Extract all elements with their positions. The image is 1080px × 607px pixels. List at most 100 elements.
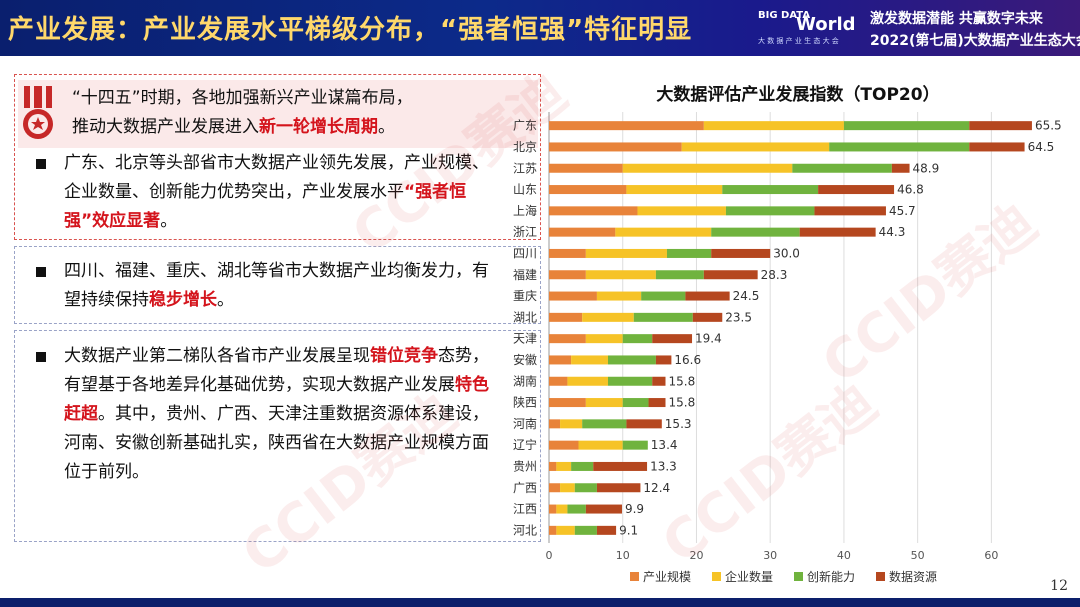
bar-segment [792, 163, 892, 173]
bar-segment [556, 461, 572, 471]
bar-segment [799, 227, 876, 237]
bullet-2-a: 四川、福建、重庆、湖北等省市大数据产业均衡发力，有望持续保持 [64, 261, 489, 310]
bar-segment [585, 504, 622, 514]
bar-segment [655, 270, 704, 280]
bigdata-world-logo: BIG DATA World 大 数 据 产 业 生 态 大 会 [758, 10, 858, 46]
bar-segment [622, 334, 653, 344]
bullet-2 [36, 267, 46, 277]
bar-segment [652, 334, 693, 344]
bar-segment [582, 419, 627, 429]
page-number: 12 [1050, 578, 1068, 594]
category-label: 江苏 [513, 161, 537, 175]
bar-segment [626, 185, 723, 195]
data-label: 48.9 [913, 161, 940, 175]
bullet-3-emph-1: 错位竞争 [370, 346, 438, 366]
bar-segment [549, 461, 557, 471]
bar-segment [549, 483, 561, 493]
bullet-1 [36, 159, 46, 169]
header-banner: 产业发展：产业发展水平梯级分布，“强者恒强”特征明显 BIG DATA Worl… [0, 0, 1080, 56]
bar-segment [560, 483, 575, 493]
logo-subtitle: 大 数 据 产 业 生 态 大 会 [758, 37, 839, 45]
panel-head-provinces [14, 74, 541, 240]
legend-label: 产业规模 [643, 569, 691, 584]
conference-name: 2022(第七届)大数据产业生态大会 [870, 33, 1080, 49]
category-label: 贵州 [513, 459, 537, 473]
x-tick-label: 60 [984, 549, 998, 562]
intro-line2-c: 。 [378, 117, 395, 137]
bar-segment [549, 163, 623, 173]
chart-title: 大数据评估产业发展指数（TOP20） [656, 85, 940, 105]
panel-second-tier [14, 330, 541, 542]
bar-segment [560, 419, 583, 429]
bar-segment [571, 355, 608, 365]
x-tick-label: 20 [689, 549, 703, 562]
bar-segment [596, 483, 641, 493]
bar-segment [814, 206, 886, 216]
category-label: 湖南 [513, 373, 537, 388]
bar-segment [571, 461, 594, 471]
x-tick-label: 30 [763, 549, 777, 562]
category-label: 天津 [513, 332, 537, 346]
x-tick-label: 50 [911, 549, 925, 562]
bar-segment [969, 121, 1032, 131]
intro-line1: “十四五”时期，各地加强新兴产业谋篇布局， [72, 88, 413, 108]
bar-segment [585, 270, 656, 280]
legend-label: 创新能力 [807, 569, 855, 584]
bar-segment [622, 440, 648, 450]
logo-big-data: BIG DATA [758, 10, 811, 21]
panel-balanced-provinces [14, 246, 541, 324]
bar-segment [652, 376, 666, 386]
legend-swatch [712, 572, 721, 581]
bar-segment [593, 461, 648, 471]
bar-segment [648, 398, 666, 408]
category-label: 四川 [513, 246, 537, 260]
data-label: 28.3 [761, 268, 788, 282]
category-label: 河南 [513, 416, 537, 431]
category-label: 福建 [513, 267, 537, 282]
legend-swatch [876, 572, 885, 581]
category-label: 江西 [513, 502, 537, 516]
data-label: 46.8 [897, 183, 924, 197]
bar-segment [607, 355, 656, 365]
bullet-text-2: 四川、福建、重庆、湖北等省市大数据产业均衡发力，有望持续保持稳步增长。 [64, 257, 496, 315]
bar-segment [818, 185, 895, 195]
data-label: 45.7 [889, 204, 916, 218]
intro-line2-a: 推动大数据产业发展进入 [72, 117, 259, 137]
footer-bar [0, 598, 1080, 607]
bar-segment [549, 291, 597, 301]
bar-segment [655, 355, 672, 365]
bullet-3-a: 大数据产业第二梯队各省市产业发展呈现 [64, 346, 370, 366]
category-label: 广东 [513, 119, 537, 133]
bar-segment [703, 270, 758, 280]
bar-segment [549, 355, 572, 365]
x-tick-label: 10 [616, 549, 630, 562]
stacked-bar-chart: 0 10 20 30 40 50 60 广东 65.5 北京 64.5 江苏 48.9 山东 46.8 上海 4… [513, 112, 1062, 584]
bar-segment [829, 142, 970, 152]
category-label: 广西 [513, 481, 537, 495]
bar-segment [567, 376, 608, 386]
bar-segment [574, 483, 597, 493]
bar-segment [549, 504, 557, 514]
bar-segment [585, 398, 623, 408]
intro-line2-emph: 新一轮增长周期 [259, 117, 378, 137]
category-label: 安徽 [513, 352, 537, 367]
bar-segment [585, 248, 667, 258]
bullet-1-c: 。 [160, 211, 178, 231]
bullet-3 [36, 352, 46, 362]
data-label: 15.8 [668, 396, 695, 410]
data-label: 15.8 [668, 374, 695, 388]
data-label: 9.9 [625, 502, 644, 516]
data-label: 12.4 [643, 481, 670, 495]
bar-segment [549, 248, 586, 258]
bar-segment [585, 334, 623, 344]
legend-swatch [794, 572, 803, 581]
bar-segment [607, 376, 653, 386]
bar-segment [549, 312, 583, 322]
data-label: 9.1 [619, 523, 638, 537]
bar-segment [711, 227, 800, 237]
bar-segment [549, 185, 627, 195]
bar-segment [596, 291, 642, 301]
category-label: 北京 [513, 140, 537, 154]
bullet-1-emph: “强者恒强”效应显著 [64, 182, 467, 231]
bar-segment [549, 376, 568, 386]
